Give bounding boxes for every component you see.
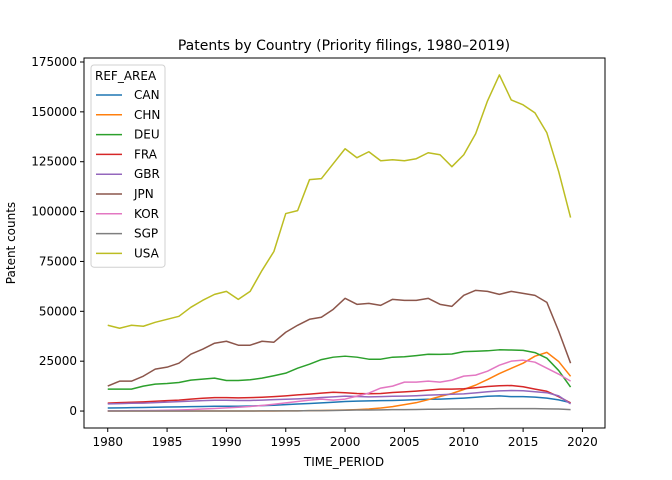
y-tick-label: 150000 — [31, 105, 77, 119]
x-tick-label: 2010 — [448, 435, 479, 449]
plot-frame — [83, 57, 606, 429]
legend-label-gbr: GBR — [134, 167, 160, 181]
legend-label-sgp: SGP — [134, 227, 158, 241]
x-tick-label: 1980 — [92, 435, 123, 449]
legend-label-jpn: JPN — [133, 187, 154, 201]
x-tick-label: 2000 — [330, 435, 361, 449]
legend-label-fra: FRA — [134, 147, 158, 161]
y-axis: 0 25000 50000 75000 100000 125000 150000 175000 — [31, 55, 84, 418]
series-line-deu — [107, 349, 572, 390]
y-tick-label: 50000 — [39, 304, 77, 318]
x-tick-label: 2005 — [389, 435, 420, 449]
x-tick-label: 1995 — [270, 435, 301, 449]
x-tick-label: 2015 — [508, 435, 539, 449]
legend-label-usa: USA — [134, 246, 160, 260]
series-line-fra — [107, 384, 571, 404]
y-tick-label: 175000 — [31, 55, 77, 69]
series-line-can — [107, 395, 571, 409]
plot-area — [107, 74, 572, 412]
x-axis: 1980 1985 1990 1995 2000 2005 2010 2015 2020 — [92, 428, 598, 449]
series-line-gbr — [107, 389, 571, 405]
x-tick-label: 1985 — [152, 435, 183, 449]
series-line-usa — [107, 74, 572, 330]
x-tick-label: 2020 — [567, 435, 598, 449]
y-tick-label: 25000 — [39, 354, 77, 368]
series-line-jpn — [107, 289, 572, 387]
y-tick-label: 100000 — [31, 205, 77, 219]
series-line-kor — [107, 359, 571, 412]
legend: REF_AREA CAN CHN DEU FRA GBR JPN KOR SGP USA — [90, 64, 166, 268]
legend-label-can: CAN — [134, 88, 160, 102]
y-tick-label: 75000 — [39, 254, 77, 268]
legend-label-deu: DEU — [134, 128, 160, 142]
legend-label-kor: KOR — [134, 207, 159, 221]
legend-title: REF_AREA — [95, 69, 157, 83]
chart-title: Patents by Country (Priority filings, 19… — [178, 38, 510, 54]
legend-label-chn: CHN — [134, 108, 160, 122]
y-axis-label: Patent counts — [4, 202, 18, 284]
series-line-sgp — [107, 407, 571, 412]
x-tick-label: 1990 — [211, 435, 242, 449]
y-tick-label: 125000 — [31, 155, 77, 169]
y-tick-label: 0 — [69, 404, 77, 418]
x-axis-label: TIME_PERIOD — [303, 455, 384, 469]
